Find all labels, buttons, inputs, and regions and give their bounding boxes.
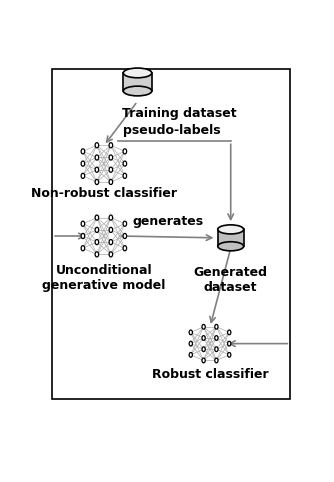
Circle shape — [81, 233, 85, 239]
Text: Robust classifier: Robust classifier — [152, 368, 268, 381]
Circle shape — [227, 352, 231, 357]
Circle shape — [95, 143, 99, 148]
Circle shape — [123, 233, 127, 239]
Ellipse shape — [123, 68, 152, 78]
Text: Training dataset: Training dataset — [122, 107, 236, 120]
Circle shape — [109, 155, 113, 160]
Text: Generated
dataset: Generated dataset — [194, 266, 268, 294]
Bar — [123, 73, 152, 91]
Circle shape — [215, 324, 218, 329]
Bar — [218, 229, 244, 246]
Circle shape — [109, 143, 113, 148]
Circle shape — [215, 358, 218, 363]
Circle shape — [95, 155, 99, 160]
Circle shape — [227, 330, 231, 335]
Circle shape — [81, 174, 85, 178]
Circle shape — [123, 149, 127, 154]
Text: generates: generates — [132, 215, 203, 228]
Circle shape — [81, 246, 85, 251]
Circle shape — [95, 179, 99, 185]
Circle shape — [95, 215, 99, 220]
Circle shape — [95, 240, 99, 245]
Bar — [52, 69, 290, 399]
Circle shape — [189, 330, 192, 335]
Circle shape — [202, 358, 205, 363]
Ellipse shape — [123, 86, 152, 96]
Circle shape — [202, 324, 205, 329]
Circle shape — [109, 167, 113, 172]
Circle shape — [189, 352, 192, 357]
Circle shape — [227, 341, 231, 346]
Text: pseudo-labels: pseudo-labels — [123, 124, 221, 137]
Circle shape — [95, 252, 99, 257]
Circle shape — [109, 228, 113, 232]
Circle shape — [81, 161, 85, 166]
Circle shape — [189, 341, 192, 346]
Circle shape — [215, 347, 218, 351]
Circle shape — [95, 228, 99, 232]
Circle shape — [109, 215, 113, 220]
Ellipse shape — [218, 225, 244, 234]
Circle shape — [109, 179, 113, 185]
Text: Non-robust classifier: Non-robust classifier — [31, 187, 177, 200]
Text: Unconditional
generative model: Unconditional generative model — [42, 264, 166, 292]
Circle shape — [215, 335, 218, 340]
Circle shape — [109, 252, 113, 257]
Circle shape — [81, 221, 85, 227]
Circle shape — [123, 161, 127, 166]
Circle shape — [123, 174, 127, 178]
Circle shape — [123, 221, 127, 227]
Circle shape — [109, 240, 113, 245]
Ellipse shape — [218, 242, 244, 251]
Circle shape — [81, 149, 85, 154]
Circle shape — [123, 246, 127, 251]
Circle shape — [95, 167, 99, 172]
Circle shape — [202, 347, 205, 351]
Circle shape — [202, 335, 205, 340]
